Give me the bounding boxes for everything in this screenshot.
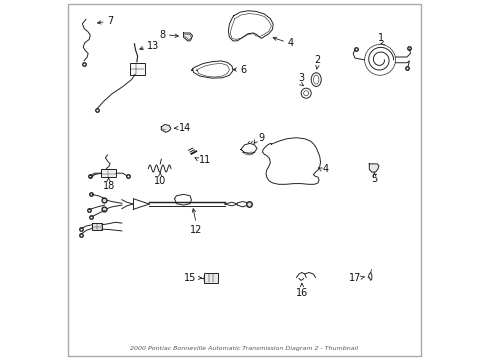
Polygon shape (161, 125, 171, 132)
Text: 13: 13 (147, 41, 159, 50)
FancyBboxPatch shape (101, 169, 116, 177)
Text: 16: 16 (295, 288, 307, 298)
Text: 14: 14 (179, 123, 191, 133)
Text: 9: 9 (258, 133, 264, 143)
Text: 2000 Pontiac Bonneville Automatic Transmission Diagram 2 - Thumbnail: 2000 Pontiac Bonneville Automatic Transm… (130, 346, 358, 351)
Text: 3: 3 (298, 73, 304, 83)
FancyBboxPatch shape (203, 273, 218, 283)
Text: 11: 11 (198, 155, 210, 165)
Polygon shape (183, 33, 192, 41)
Text: 18: 18 (102, 181, 115, 191)
Text: 15: 15 (183, 273, 196, 283)
Polygon shape (368, 164, 378, 172)
Text: 12: 12 (189, 225, 202, 235)
Text: 2: 2 (313, 55, 320, 65)
Text: 1: 1 (378, 33, 384, 43)
Text: 5: 5 (370, 174, 377, 184)
Text: 8: 8 (159, 30, 165, 40)
Polygon shape (92, 223, 102, 230)
Text: 4: 4 (322, 164, 328, 174)
Text: 4: 4 (287, 38, 293, 48)
Text: 17: 17 (348, 273, 360, 283)
Text: 6: 6 (240, 64, 246, 75)
FancyBboxPatch shape (130, 63, 145, 75)
Text: 7: 7 (107, 17, 114, 27)
Text: 10: 10 (154, 176, 166, 186)
